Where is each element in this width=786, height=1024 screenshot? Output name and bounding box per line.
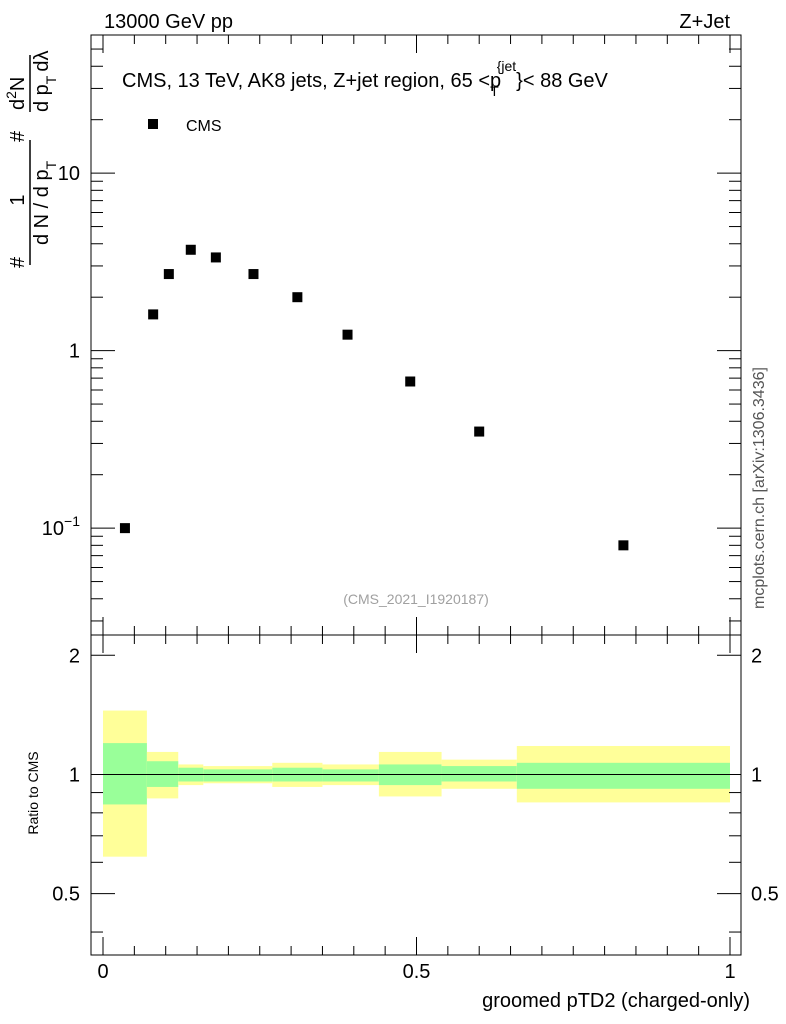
y-title-hash-bottom: # <box>7 256 29 268</box>
main-y-tick-label-base: 10 <box>58 163 80 185</box>
ratio-inner-band <box>103 743 147 805</box>
main-y-tick-label: 10−1 <box>42 513 80 540</box>
legend-marker <box>148 119 158 129</box>
y-title-num-sup: 2 <box>3 91 19 99</box>
plot-title-p: p <box>490 70 501 92</box>
x-tick-label: 0 <box>97 961 108 983</box>
y-title-num-d: d <box>7 99 29 110</box>
ratio-y-tick-label-right: 1 <box>751 764 762 786</box>
data-point <box>248 269 259 280</box>
data-point <box>148 309 159 320</box>
data-point <box>618 540 629 551</box>
svg-text:#: # <box>7 256 29 268</box>
main-y-tick-label: 10 <box>58 163 80 185</box>
plot-title: CMS, 13 TeV, AK8 jets, Z+jet region, 65 … <box>122 58 609 99</box>
ratio-y-tick-labels: 0.5 0.5 1 1 2 2 <box>52 645 779 905</box>
plot-title-after: }< 88 GeV <box>516 70 608 92</box>
x-tick-label: 0.5 <box>403 961 431 983</box>
data-point <box>119 523 130 534</box>
x-tick-label: 1 <box>724 961 735 983</box>
data-point <box>292 292 303 303</box>
y-title-hash-top: # <box>7 130 29 142</box>
ratio-y-tick-label-left: 2 <box>69 645 80 667</box>
y-axis-title: # 1 d N / d pT # d2N d pTdλ <box>3 51 59 269</box>
y-title-num-den-sub: T <box>43 75 59 84</box>
ratio-y-tick-label-left: 1 <box>69 764 80 786</box>
plot-title-sub: T <box>490 83 499 99</box>
legend-label: CMS <box>186 118 222 135</box>
data-point <box>474 426 485 437</box>
y-title-den-sub: T <box>43 160 59 169</box>
process-label: Z+Jet <box>679 11 730 33</box>
watermark: mcplots.cern.ch [arXiv:1306.3436] <box>751 367 768 609</box>
main-y-tick-label-base: 10 <box>42 518 64 540</box>
main-y-tick-label-base: 1 <box>69 341 80 363</box>
ratio-y-axis-title: Ratio to CMS <box>25 751 41 834</box>
x-tick-labels: 0 0.5 1 <box>97 961 735 983</box>
x-axis-title: groomed pTD2 (charged-only) <box>482 990 750 1012</box>
data-point <box>210 252 221 263</box>
main-y-tick-label-sup: −1 <box>64 513 80 529</box>
y-title-num-n: N <box>7 77 29 91</box>
y-title-den: d N / d p <box>31 169 53 245</box>
svg-text:d N / d pT: d N / d pT <box>31 160 59 245</box>
data-point <box>405 376 416 387</box>
ratio-bands <box>103 710 730 857</box>
ratio-inner-band <box>322 769 379 782</box>
svg-text:d pTdλ: d pTdλ <box>31 51 59 113</box>
ratio-y-tick-label-right: 2 <box>751 645 762 667</box>
ratio-axis-ticks <box>91 635 741 955</box>
data-point <box>185 244 196 255</box>
ratio-inner-band <box>516 762 730 789</box>
main-y-tick-label: 1 <box>69 341 80 363</box>
ratio-inner-band <box>441 766 517 782</box>
data-points <box>119 244 629 551</box>
plot-title-sup: {jet <box>497 58 517 74</box>
data-point <box>342 329 353 340</box>
ratio-y-tick-label-right: 0.5 <box>751 884 779 906</box>
plot-title-before: CMS, 13 TeV, AK8 jets, Z+jet region, 65 … <box>122 70 490 92</box>
svg-text:d2N: d2N <box>3 77 29 110</box>
ratio-inner-band <box>203 769 273 782</box>
analysis-id: (CMS_2021_I1920187) <box>343 591 489 607</box>
data-point <box>163 269 174 280</box>
y-title-num-den: d p <box>31 84 53 112</box>
main-axis-ticks <box>91 34 741 635</box>
y-title-one: 1 <box>7 194 29 205</box>
y-title-dlambda: dλ <box>31 51 53 72</box>
ratio-y-tick-label-left: 0.5 <box>52 884 80 906</box>
energy-label: 13000 GeV pp <box>104 11 233 33</box>
